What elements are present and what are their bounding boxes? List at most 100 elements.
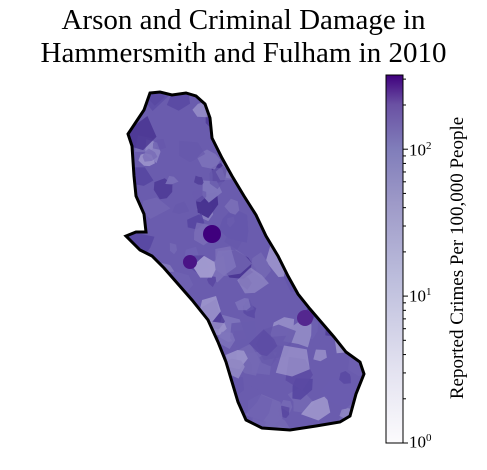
- map-area-patch: [196, 397, 213, 413]
- map-area-patch: [288, 92, 306, 102]
- map-area-patch: [339, 371, 351, 384]
- map-area-patch: [224, 198, 240, 215]
- map-area-patch: [169, 242, 177, 255]
- map-area-patch: [339, 286, 364, 311]
- map-area-patch: [301, 171, 338, 200]
- map-area-patch: [314, 265, 334, 288]
- map-area-patch: [243, 169, 270, 192]
- map-area-patch: [354, 260, 364, 272]
- map-area-patch: [250, 92, 263, 105]
- map-area-patch: [138, 385, 150, 399]
- map-area-patch: [280, 130, 299, 159]
- map-area-patch: [156, 348, 181, 374]
- map-area-patch: [170, 323, 195, 348]
- map-area-patch: [301, 395, 331, 421]
- map-area-patch: [152, 138, 167, 150]
- map-area-patch: [320, 102, 339, 126]
- map-area-patch: [266, 108, 288, 130]
- map-area-patch: [134, 384, 155, 416]
- map-area-patch: [145, 339, 179, 369]
- map-area-patch: [126, 341, 152, 373]
- map-area-patch: [272, 114, 284, 131]
- map-area-patch: [333, 122, 343, 134]
- map-area-patch: [132, 391, 170, 421]
- map-area-patch: [228, 112, 250, 135]
- map-area-patch: [301, 148, 317, 158]
- map-area-patch: [263, 187, 291, 226]
- map-area-patch: [244, 104, 278, 133]
- map-area-patch: [291, 223, 313, 244]
- map-area-patch: [207, 275, 217, 288]
- map-area-patch: [234, 298, 251, 311]
- map-area-patch: [349, 173, 364, 195]
- map-area-patch: [165, 175, 179, 185]
- map-area-patch: [346, 130, 364, 151]
- map-area-patch: [341, 149, 364, 179]
- map-area-hotspot: [183, 255, 197, 269]
- map-area-patch: [237, 267, 269, 294]
- map-area-patch: [172, 201, 190, 214]
- map-area-patch: [261, 92, 281, 111]
- map-area-patch: [141, 358, 173, 382]
- map-area-patch: [313, 349, 327, 362]
- map-area-patch: [191, 189, 207, 203]
- map-area-patch: [155, 363, 176, 383]
- map-area-patch: [334, 92, 364, 108]
- map-area-patch: [306, 249, 322, 265]
- map-area-patch: [175, 292, 186, 304]
- map-area-patch: [310, 218, 337, 247]
- map-area-patch: [264, 189, 302, 218]
- colorbar-ticks: [403, 78, 408, 444]
- map-area-patch: [178, 397, 189, 407]
- map-area-patch: [226, 95, 248, 124]
- map-area-patch: [192, 255, 216, 278]
- map-area-patch: [128, 379, 151, 406]
- tick-label-2: 102: [409, 140, 432, 160]
- map-area-patch: [320, 166, 338, 185]
- map-title: Arson and Criminal Damage in Hammersmith…: [0, 4, 487, 70]
- map-area-patch: [168, 333, 179, 345]
- map-area-patch: [248, 329, 278, 357]
- map-area-patch: [126, 278, 162, 317]
- title-line-1: Arson and Criminal Damage in: [61, 4, 426, 36]
- map-area-patch: [226, 131, 250, 152]
- map-area-patch: [167, 383, 193, 410]
- tick-label-1: 101: [409, 286, 432, 306]
- map-area-patch: [275, 345, 310, 377]
- map-area-patch: [142, 148, 158, 162]
- map-area-patch: [326, 254, 363, 289]
- map-area-patch: [218, 208, 249, 243]
- map-area-patch: [346, 92, 364, 99]
- map-area-patch: [322, 177, 350, 209]
- map-area-patch: [287, 92, 319, 131]
- map-area-patch: [126, 116, 157, 151]
- map-area-patch: [258, 167, 294, 200]
- colorbar: [385, 74, 408, 444]
- map-area-patch: [147, 310, 176, 342]
- map-area-patch: [190, 332, 205, 346]
- map-area-patch: [126, 369, 148, 399]
- title-line-2: Hammersmith and Fulham in 2010: [40, 37, 447, 69]
- map-areas: [126, 92, 364, 430]
- map-area-patch: [152, 309, 167, 328]
- map-area-patch: [215, 92, 246, 128]
- map-area-patch: [241, 117, 253, 133]
- map-area-patch: [141, 331, 161, 352]
- map-area-patch: [213, 249, 253, 277]
- map-area-patch: [247, 394, 273, 422]
- map-area-patch: [194, 175, 204, 185]
- map-area-patch: [311, 250, 327, 264]
- map-area-patch: [132, 372, 161, 401]
- map-area-patch: [310, 104, 320, 114]
- map-area-patch: [178, 140, 206, 163]
- map-area-patch: [148, 317, 171, 340]
- map-area-patch: [265, 211, 299, 240]
- map-area-patch: [271, 172, 292, 190]
- map-area-hotspot: [203, 225, 221, 243]
- map-area-patch: [211, 408, 243, 430]
- map-area-patch: [135, 347, 169, 381]
- map-area-hotspot: [297, 310, 313, 326]
- colorbar-gradient: [385, 74, 404, 444]
- map-area-patch: [216, 331, 236, 349]
